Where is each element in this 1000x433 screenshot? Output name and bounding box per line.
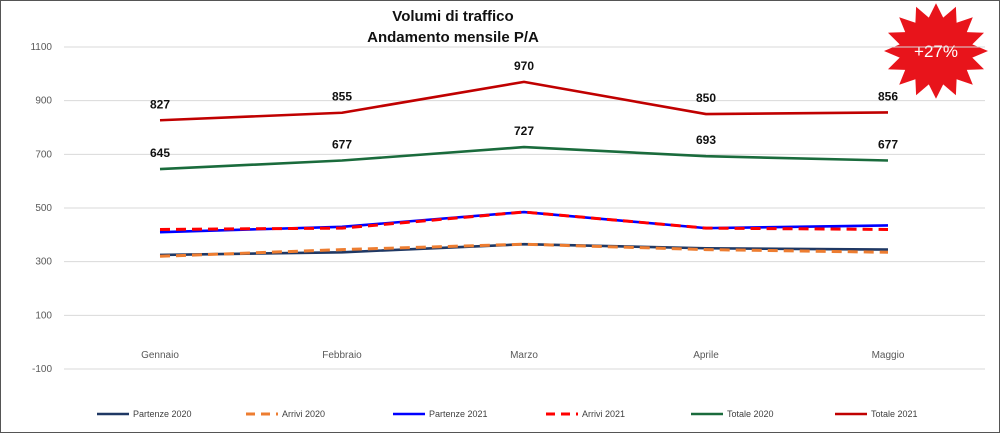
y-tick-label: -100 — [32, 364, 52, 375]
legend-label: Partenze 2021 — [429, 409, 488, 419]
y-tick-label: 700 — [35, 149, 52, 160]
badge-text: +27% — [914, 42, 958, 61]
y-tick-label: 100 — [35, 310, 52, 321]
legend-label: Totale 2021 — [871, 409, 918, 419]
data-label: 727 — [514, 124, 534, 138]
x-tick-label: Aprile — [693, 350, 719, 361]
data-label: 827 — [150, 97, 170, 111]
legend-label: Arrivi 2021 — [582, 409, 625, 419]
x-tick-label: Febbraio — [322, 350, 362, 361]
data-label: 855 — [332, 90, 352, 104]
legend-label: Partenze 2020 — [133, 409, 192, 419]
data-label: 970 — [514, 59, 534, 73]
series-lines — [159, 80, 889, 258]
y-tick-label: 500 — [35, 203, 52, 214]
series-line — [159, 242, 889, 258]
series-line — [159, 210, 889, 234]
series-line — [159, 145, 889, 171]
y-tick-label: 900 — [35, 96, 52, 107]
data-label: 677 — [332, 138, 352, 152]
data-labels: 645 677 727 693 677 827 855 970 850 856 — [150, 59, 898, 160]
series-line — [159, 210, 889, 231]
data-label: 856 — [878, 89, 898, 103]
series-line — [159, 80, 889, 122]
x-tick-label: Marzo — [510, 350, 538, 361]
x-tick-label: Gennaio — [141, 350, 179, 361]
legend-label: Arrivi 2020 — [282, 409, 325, 419]
y-tick-label: 1100 — [30, 42, 52, 53]
data-label: 850 — [696, 91, 716, 105]
x-axis-ticks: Gennaio Febbraio Marzo Aprile Maggio — [141, 350, 905, 361]
x-tick-label: Maggio — [872, 350, 905, 361]
y-axis-ticks: -100 100 300 500 700 900 1100 — [30, 42, 52, 375]
series-line — [159, 242, 889, 257]
data-label: 677 — [878, 138, 898, 152]
chart-title: Volumi di traffico — [392, 8, 513, 25]
data-label: 645 — [150, 146, 170, 160]
y-tick-label: 300 — [35, 257, 52, 268]
legend-label: Totale 2020 — [727, 409, 774, 419]
legend: Partenze 2020 Arrivi 2020 Partenze 2021 Arr… — [97, 409, 918, 419]
gridlines — [64, 46, 985, 370]
data-label: 693 — [696, 133, 716, 147]
badge-starburst — [884, 3, 988, 99]
chart-subtitle: Andamento mensile P/A — [367, 29, 539, 46]
percentage-badge: +27% — [884, 3, 988, 99]
